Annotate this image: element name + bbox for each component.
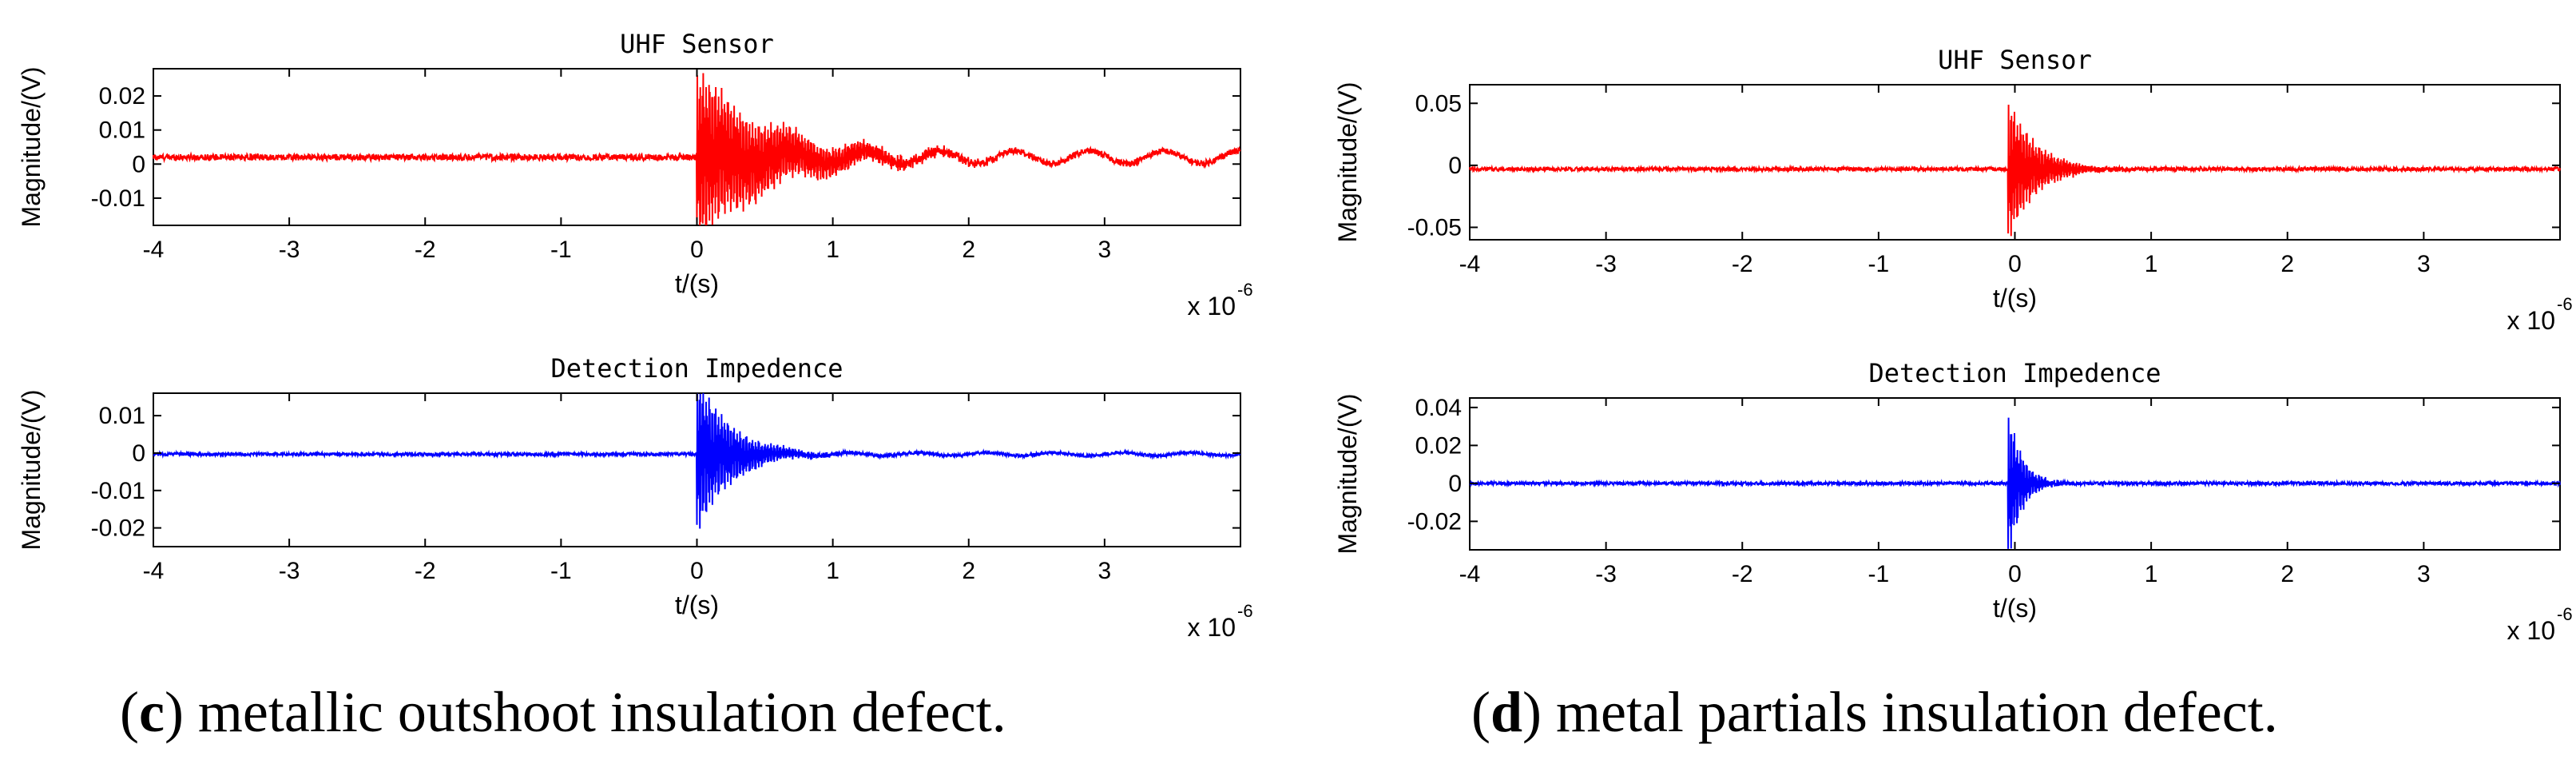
- x-tick-label: -4: [1459, 251, 1481, 277]
- x-tick-label: 3: [2417, 251, 2431, 277]
- x-axis-multiplier: x 10: [1188, 292, 1236, 320]
- y-tick-label: -0.02: [91, 515, 145, 542]
- chart-title: Detection Impedence: [550, 353, 843, 384]
- caption-d: (d) metal partials insulation defect.: [1471, 680, 2278, 744]
- x-tick-label: 3: [1098, 237, 1112, 263]
- y-tick-label: 0: [132, 151, 145, 177]
- x-tick-label: 3: [1098, 558, 1112, 584]
- x-axis-multiplier: x 10: [2507, 616, 2555, 645]
- x-axis-label: t/(s): [675, 591, 719, 619]
- y-tick-label: 0.01: [99, 117, 145, 144]
- y-tick-label: 0.05: [1415, 90, 1462, 117]
- x-axis-exponent: -6: [1237, 601, 1253, 621]
- x-tick-label: -2: [415, 558, 436, 584]
- x-tick-label: 2: [2280, 561, 2294, 587]
- caption-c: (c) metallic outshoot insulation defect.: [120, 680, 1006, 744]
- x-tick-label: 0: [2008, 251, 2022, 277]
- x-axis-label: t/(s): [1993, 284, 2037, 312]
- x-axis-multiplier: x 10: [1188, 613, 1236, 642]
- chart-3: -4 -3 -2 -1 0 1 2 3 0.04 0.02 0 -0.02 Detection Impe…: [1333, 358, 2573, 645]
- chart-2: -4 -3 -2 -1 0 1 2 3 0.05 0 -0.05 UHF Sensor t/(s) Mag…: [1333, 45, 2573, 335]
- x-axis-exponent: -6: [2557, 604, 2573, 624]
- x-tick-label: 1: [826, 237, 839, 263]
- y-tick-label: -0.01: [91, 185, 145, 212]
- x-tick-label: 3: [2417, 561, 2431, 587]
- y-tick-label: 0.02: [99, 83, 145, 109]
- y-tick-label: -0.02: [1407, 508, 1462, 535]
- y-tick-label: -0.05: [1407, 214, 1462, 241]
- y-tick-label: 0: [1448, 153, 1462, 179]
- chart-title: Detection Impedence: [1868, 358, 2161, 388]
- x-axis-label: t/(s): [1993, 594, 2037, 623]
- x-tick-label: -2: [415, 237, 436, 263]
- y-tick-label: 0: [132, 440, 145, 467]
- y-tick-label: 0.04: [1415, 395, 1462, 421]
- x-tick-label: -3: [279, 558, 300, 584]
- x-tick-label: -4: [143, 558, 165, 584]
- signal-trace: [153, 392, 1241, 529]
- x-tick-label: -2: [1732, 561, 1753, 587]
- x-tick-label: -3: [1595, 561, 1617, 587]
- y-axis-label: Magnitude/(V): [1333, 82, 1362, 243]
- x-axis-exponent: -6: [1237, 280, 1253, 300]
- x-tick-label: -3: [1595, 251, 1617, 277]
- signal-trace: [1469, 104, 2561, 237]
- x-tick-label: -1: [550, 558, 572, 584]
- x-axis-exponent: -6: [2557, 294, 2573, 314]
- x-tick-label: -1: [550, 237, 572, 263]
- chart-0: -4 -3 -2 -1 0 1 2 3 0.02 0.01 0 -0.01 UHF Sensor t/(s…: [17, 29, 1253, 320]
- chart-title: UHF Sensor: [1938, 45, 2092, 75]
- x-tick-label: 2: [962, 558, 975, 584]
- y-axis-label: Magnitude/(V): [17, 390, 46, 551]
- x-axis-label: t/(s): [675, 269, 719, 298]
- x-tick-label: 1: [826, 558, 839, 584]
- x-tick-label: 0: [690, 558, 704, 584]
- x-tick-label: -4: [143, 237, 165, 263]
- x-tick-label: -1: [1868, 561, 1890, 587]
- x-axis-multiplier: x 10: [2507, 306, 2555, 335]
- x-tick-label: 2: [2280, 251, 2294, 277]
- y-tick-label: 0.01: [99, 403, 145, 429]
- y-axis-label: Magnitude/(V): [1333, 394, 1362, 555]
- x-tick-label: 0: [2008, 561, 2022, 587]
- x-tick-label: -1: [1868, 251, 1890, 277]
- chart-title: UHF Sensor: [620, 29, 774, 59]
- chart-1: -4 -3 -2 -1 0 1 2 3 0.01 0 -0.01 -0.02 Detection Imp…: [17, 353, 1253, 642]
- x-tick-label: -2: [1732, 251, 1753, 277]
- signal-trace: [1469, 417, 2561, 549]
- x-tick-label: 0: [690, 237, 704, 263]
- x-tick-label: -4: [1459, 561, 1481, 587]
- y-axis-label: Magnitude/(V): [17, 67, 46, 228]
- x-tick-label: 1: [2145, 561, 2158, 587]
- y-tick-label: 0.02: [1415, 432, 1462, 459]
- x-tick-label: -3: [279, 237, 300, 263]
- x-tick-label: 1: [2145, 251, 2158, 277]
- x-tick-label: 2: [962, 237, 975, 263]
- y-tick-label: 0: [1448, 471, 1462, 497]
- y-tick-label: -0.01: [91, 478, 145, 504]
